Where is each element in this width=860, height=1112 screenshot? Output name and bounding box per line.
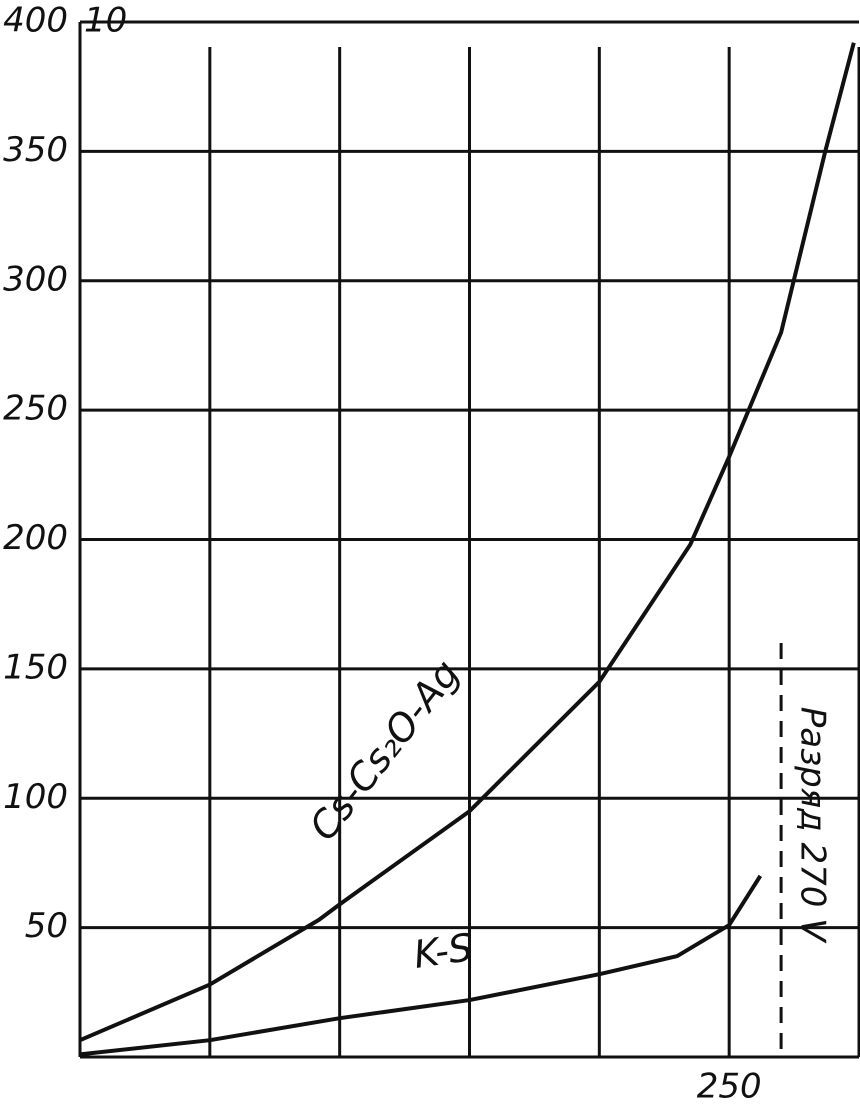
x-tick-label: 250 bbox=[697, 1067, 762, 1107]
series-label: Cs-Cs₂O-Ag bbox=[301, 652, 468, 849]
series-label: K-S bbox=[411, 925, 475, 977]
discharge-label: Разряд 270 V bbox=[793, 707, 833, 944]
y-tick-label: 100 bbox=[3, 777, 68, 817]
series-line bbox=[79, 42, 856, 1043]
y-tick-label: 400 bbox=[3, 1, 68, 41]
annotation: 10 bbox=[84, 1, 127, 41]
y-tick-label: 50 bbox=[25, 906, 68, 946]
series-line bbox=[79, 874, 763, 1057]
y-tick-label: 300 bbox=[3, 259, 68, 299]
y-tick-label: 250 bbox=[3, 389, 68, 429]
y-tick-label: 150 bbox=[3, 647, 68, 687]
y-tick-label: 350 bbox=[3, 130, 68, 170]
y-tick-label: 200 bbox=[3, 518, 68, 558]
